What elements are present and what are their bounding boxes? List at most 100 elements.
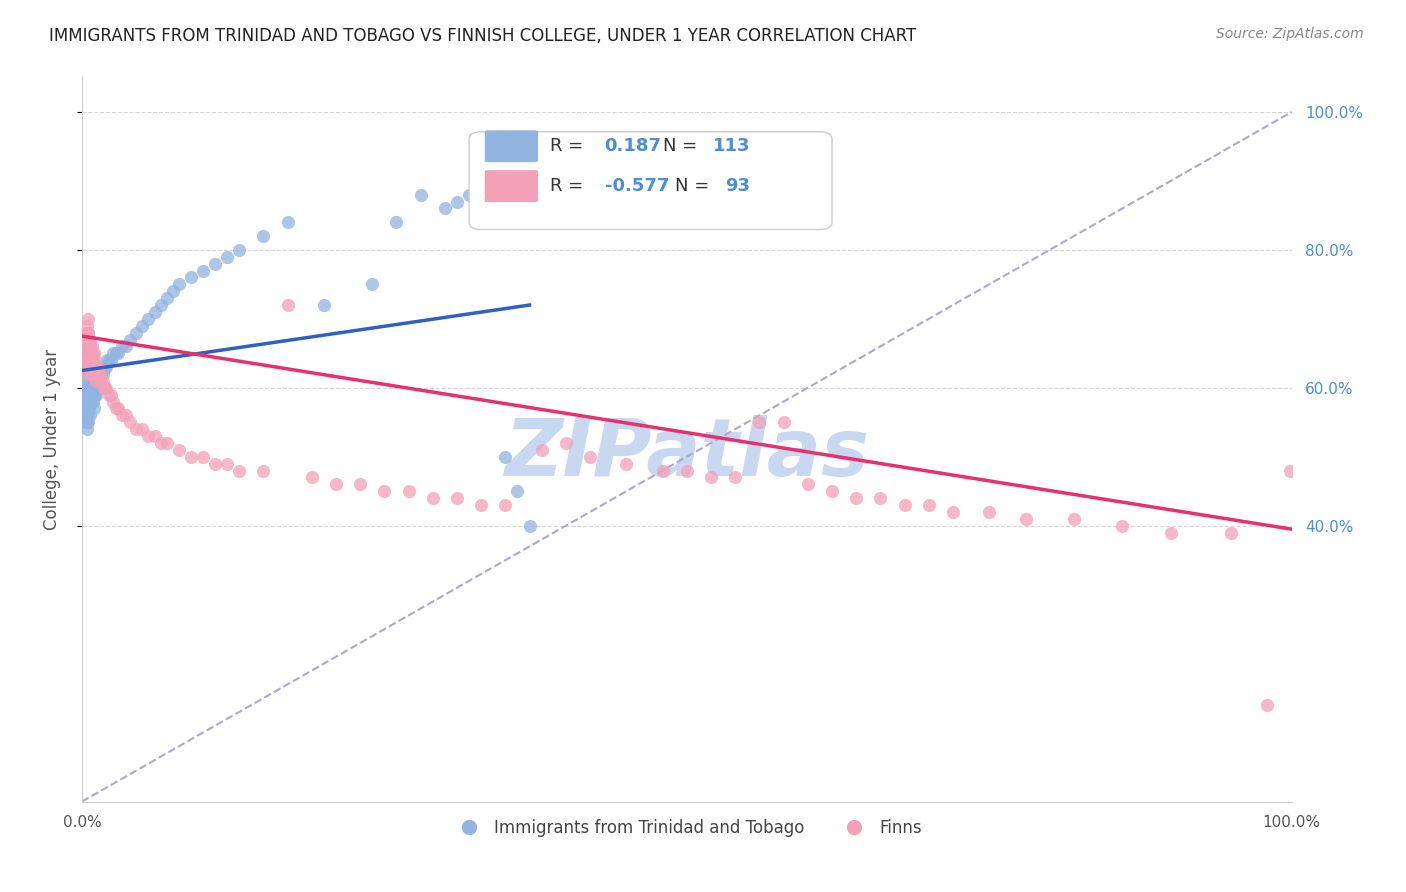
Point bbox=[869, 491, 891, 505]
Point bbox=[79, 381, 101, 395]
Point bbox=[93, 360, 115, 375]
Point bbox=[76, 409, 98, 423]
Point bbox=[97, 353, 120, 368]
Point bbox=[111, 409, 134, 423]
Point bbox=[494, 450, 516, 464]
Point bbox=[75, 409, 97, 423]
Point bbox=[89, 381, 111, 395]
Point bbox=[100, 353, 122, 368]
Point bbox=[131, 318, 153, 333]
Text: 113: 113 bbox=[713, 137, 751, 155]
Point bbox=[76, 381, 98, 395]
Point bbox=[103, 394, 125, 409]
Point bbox=[77, 381, 100, 395]
Point bbox=[1160, 525, 1182, 540]
Point bbox=[893, 498, 915, 512]
Point bbox=[120, 333, 142, 347]
Point bbox=[162, 284, 184, 298]
Point bbox=[482, 208, 505, 222]
Point bbox=[76, 415, 98, 429]
Point bbox=[79, 346, 101, 360]
Point bbox=[79, 353, 101, 368]
Point bbox=[77, 326, 100, 340]
Point bbox=[80, 339, 103, 353]
Point bbox=[458, 187, 481, 202]
Point bbox=[845, 491, 868, 505]
Point bbox=[107, 346, 129, 360]
Point bbox=[77, 339, 100, 353]
Point bbox=[75, 381, 97, 395]
Text: -0.577: -0.577 bbox=[605, 177, 669, 195]
Point bbox=[1063, 512, 1085, 526]
Point bbox=[149, 436, 172, 450]
Text: R =: R = bbox=[550, 177, 589, 195]
Point bbox=[80, 367, 103, 381]
Point bbox=[82, 353, 104, 368]
Point bbox=[86, 374, 108, 388]
Point bbox=[84, 360, 107, 375]
FancyBboxPatch shape bbox=[485, 130, 538, 162]
Point bbox=[86, 360, 108, 375]
Point bbox=[1014, 512, 1036, 526]
Point bbox=[76, 360, 98, 375]
Point bbox=[494, 498, 516, 512]
Point bbox=[79, 339, 101, 353]
Point bbox=[83, 401, 105, 416]
Point bbox=[80, 374, 103, 388]
Text: R =: R = bbox=[550, 137, 589, 155]
Point bbox=[77, 367, 100, 381]
Point bbox=[772, 415, 794, 429]
Point bbox=[84, 387, 107, 401]
Point bbox=[89, 367, 111, 381]
Point bbox=[77, 381, 100, 395]
Point bbox=[554, 436, 576, 450]
Point bbox=[80, 360, 103, 375]
Point bbox=[76, 360, 98, 375]
Point bbox=[114, 339, 136, 353]
Point bbox=[86, 367, 108, 381]
Point bbox=[86, 367, 108, 381]
Legend: Immigrants from Trinidad and Tobago, Finns: Immigrants from Trinidad and Tobago, Fin… bbox=[446, 813, 928, 844]
Point bbox=[77, 360, 100, 375]
Point bbox=[361, 277, 384, 292]
Point bbox=[918, 498, 941, 512]
Point bbox=[76, 346, 98, 360]
Point bbox=[942, 505, 965, 519]
Point bbox=[519, 518, 541, 533]
Point bbox=[77, 346, 100, 360]
Point bbox=[97, 387, 120, 401]
Text: N =: N = bbox=[675, 177, 714, 195]
Point bbox=[77, 387, 100, 401]
Point bbox=[228, 243, 250, 257]
Point bbox=[83, 360, 105, 375]
Point bbox=[77, 409, 100, 423]
Point bbox=[724, 470, 747, 484]
Point bbox=[77, 326, 100, 340]
Point bbox=[446, 194, 468, 209]
Point bbox=[79, 374, 101, 388]
Point bbox=[82, 360, 104, 375]
Point bbox=[75, 326, 97, 340]
Point bbox=[82, 346, 104, 360]
Point bbox=[76, 394, 98, 409]
Point bbox=[373, 484, 395, 499]
Point bbox=[979, 505, 1001, 519]
Point bbox=[107, 401, 129, 416]
Point bbox=[114, 409, 136, 423]
Point bbox=[797, 477, 820, 491]
Point bbox=[87, 367, 110, 381]
Point bbox=[76, 422, 98, 436]
Point bbox=[75, 339, 97, 353]
Point bbox=[77, 333, 100, 347]
Point bbox=[204, 257, 226, 271]
Point bbox=[131, 422, 153, 436]
Point bbox=[180, 270, 202, 285]
Point bbox=[91, 374, 114, 388]
Point bbox=[76, 346, 98, 360]
Point bbox=[96, 353, 118, 368]
Point bbox=[82, 394, 104, 409]
Point bbox=[409, 187, 432, 202]
Point bbox=[277, 215, 299, 229]
Point bbox=[191, 263, 214, 277]
Point bbox=[530, 442, 553, 457]
